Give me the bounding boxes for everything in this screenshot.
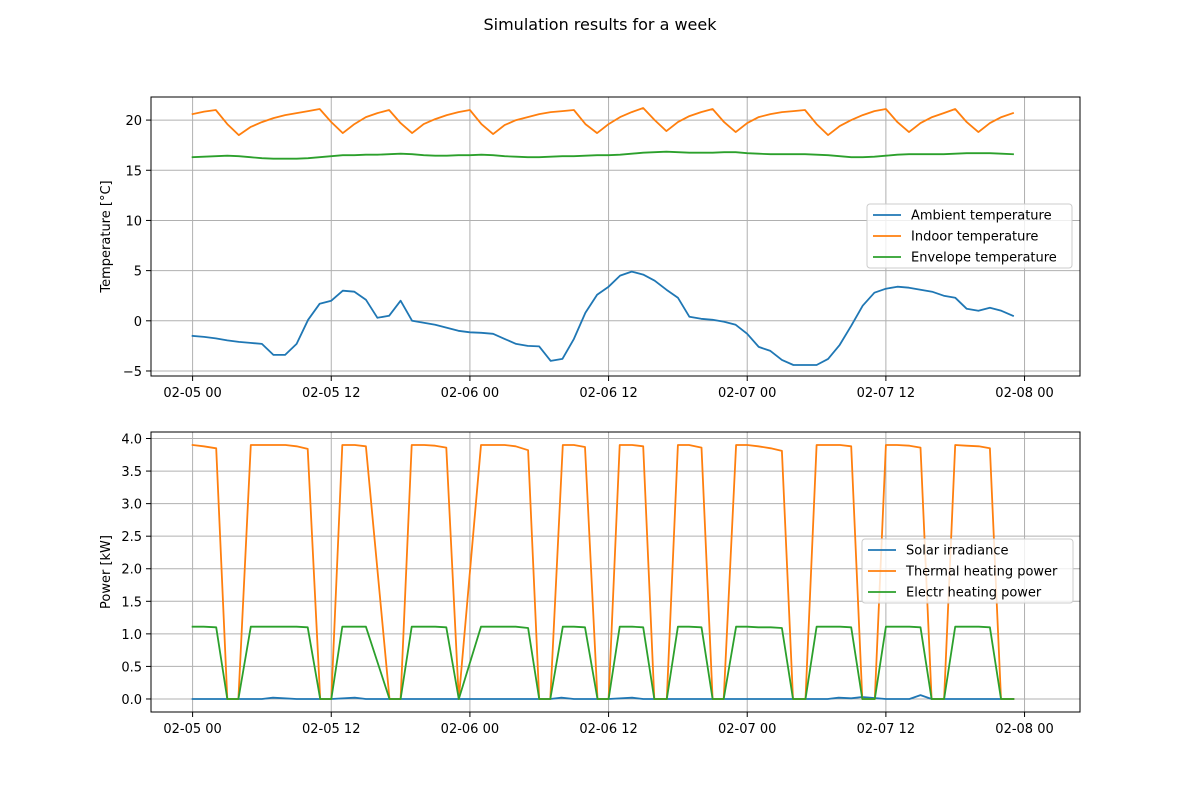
ax0-xtick-label-0: 02-05 00 [163, 386, 221, 401]
ax1-xtick-label-5: 02-07 12 [857, 722, 915, 737]
ax0-series-group [191, 107, 1015, 366]
ax1-ytick-label-8: 4.0 [121, 433, 142, 448]
ax0-ytick-label-0: −5 [123, 365, 142, 380]
ax1-ytick-label-1: 0.5 [121, 660, 142, 675]
ax0-xtick-label-2: 02-06 00 [441, 386, 499, 401]
ax0-series-line-2 [191, 150, 1014, 160]
ax0-xtick-label-1: 02-05 12 [302, 386, 360, 401]
ax1-ytick-label-2: 1.0 [121, 628, 142, 643]
figure-title: Simulation results for a week [483, 15, 717, 34]
ax0-xtick-label-6: 02-08 00 [995, 386, 1053, 401]
ax1-xtick-label-4: 02-07 00 [718, 722, 776, 737]
ax1-legend: Solar irradiance Thermal heating power Ele… [861, 538, 1074, 604]
ax0-ytick-label-3: 10 [125, 214, 142, 229]
ax1-xtick-label-2: 02-06 00 [441, 722, 499, 737]
ax1-xtick-label-0: 02-05 00 [163, 722, 221, 737]
ax0-frame [150, 96, 1081, 377]
ax0-xtick-label-3: 02-06 12 [579, 386, 637, 401]
ax0-legend-label-1: Indoor temperature [911, 230, 1038, 245]
ax1-ytick-label-5: 2.5 [121, 530, 142, 545]
ax1-ytick-label-4: 2.0 [121, 563, 142, 578]
ax0-ytick-label-1: 0 [134, 315, 142, 330]
temperature-axes: 02-05 00 02-05 12 02-06 00 02-06 12 02-07 00… [99, 96, 1081, 401]
ax0-ytick-label-5: 20 [125, 114, 142, 129]
ax1-xtick-label-6: 02-08 00 [995, 722, 1053, 737]
ax1-frame [150, 431, 1081, 713]
ax1-ylabel: Power [kW] [99, 535, 114, 609]
ax0-ytick-label-4: 15 [125, 164, 142, 179]
ax1-xtick-label-3: 02-06 12 [579, 722, 637, 737]
ax1-xtick-label-1: 02-05 12 [302, 722, 360, 737]
ax0-legend-label-0: Ambient temperature [911, 209, 1052, 224]
ax1-legend-label-2: Electr heating power [906, 586, 1042, 601]
ax0-legend-box [866, 203, 1073, 269]
ax0-ytick-label-2: 5 [134, 265, 142, 280]
ax1-ytick-label-3: 1.5 [121, 595, 142, 610]
ax1-legend-label-1: Thermal heating power [905, 565, 1058, 580]
ax1-series-line-2 [191, 625, 1015, 700]
ax0-legend: Ambient temperature Indoor temperature Env… [866, 203, 1073, 269]
ax1-legend-label-0: Solar irradiance [906, 544, 1009, 559]
ax0-ylabel: Temperature [°C] [99, 180, 114, 293]
power-axes: 02-05 00 02-05 12 02-06 00 02-06 12 02-07 00… [99, 431, 1081, 737]
ax1-ytick-label-6: 3.0 [121, 498, 142, 513]
ax0-xtick-label-4: 02-07 00 [718, 386, 776, 401]
ax0-series-line-1 [191, 107, 1015, 137]
ax0-xtick-label-5: 02-07 12 [857, 386, 915, 401]
ax1-legend-box [861, 538, 1074, 604]
ax1-ytick-label-0: 0.0 [121, 693, 142, 708]
ax1-ytick-label-7: 3.5 [121, 465, 142, 480]
ax0-legend-label-2: Envelope temperature [911, 251, 1057, 266]
ax0-series-line-0 [191, 270, 1015, 366]
